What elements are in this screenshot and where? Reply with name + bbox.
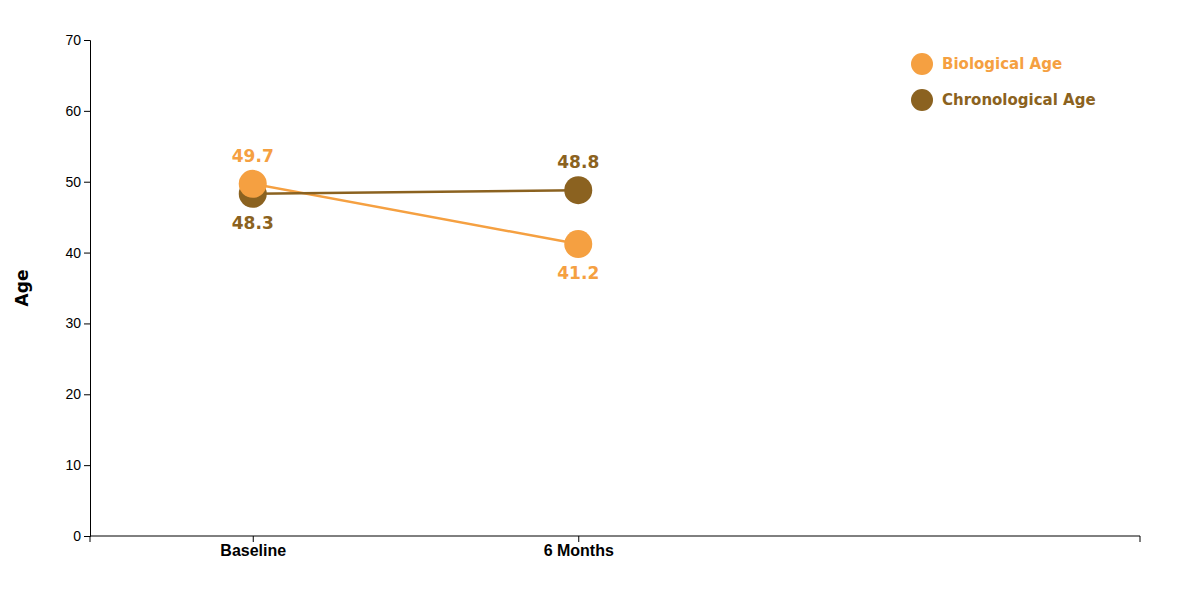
- y-tick-label: 60: [65, 103, 81, 119]
- y-tick-mark: [84, 40, 90, 41]
- y-tick-label: 30: [65, 315, 81, 331]
- x-tick: Baseline: [220, 536, 286, 559]
- legend-label: Chronological Age: [942, 91, 1096, 109]
- y-tick: 0: [73, 528, 90, 544]
- y-axis: 0 10 20 30 40 50 60 70: [65, 32, 90, 544]
- series-point: [239, 170, 267, 198]
- y-axis-title: Age: [12, 270, 32, 307]
- y-tick-label: 20: [65, 386, 81, 402]
- y-tick-mark: [84, 465, 90, 466]
- y-tick-mark: [84, 536, 90, 537]
- series-point: [564, 230, 592, 258]
- y-tick: 50: [65, 174, 90, 190]
- data-label: 48.3: [232, 213, 274, 233]
- y-tick-mark: [84, 253, 90, 254]
- plot: 010203040506070Baseline6 Months49.741.24…: [65, 32, 1140, 559]
- series-line: [253, 190, 579, 194]
- chart: 010203040506070Baseline6 Months49.741.24…: [0, 0, 1180, 606]
- y-tick: 60: [65, 103, 90, 119]
- y-tick: 40: [65, 245, 90, 261]
- x-tick-label: 6 Months: [544, 542, 614, 559]
- x-tick-mark: [253, 536, 254, 542]
- legend: Biological Age Chronological Age: [911, 53, 1096, 111]
- y-tick-mark: [84, 182, 90, 183]
- x-tick-label: Baseline: [220, 542, 286, 559]
- y-tick-label: 40: [65, 245, 81, 261]
- data-label: 48.8: [557, 152, 599, 172]
- y-tick-label: 10: [65, 457, 81, 473]
- series-point: [564, 176, 592, 204]
- y-tick-label: 0: [73, 528, 81, 544]
- marks: [239, 170, 593, 258]
- data-label: 49.7: [232, 146, 274, 166]
- y-axis-line: [84, 41, 91, 537]
- legend-item: Chronological Age: [911, 89, 1096, 111]
- y-tick: 70: [65, 32, 90, 48]
- y-tick-label: 70: [65, 32, 81, 48]
- y-tick-mark: [84, 111, 90, 112]
- series-line: [253, 184, 579, 244]
- y-tick-label: 50: [65, 174, 81, 190]
- data-labels: 49.7 41.2 48.3 48.8: [232, 146, 599, 283]
- legend-label: Biological Age: [942, 55, 1062, 73]
- x-tick: 6 Months: [544, 536, 614, 559]
- y-tick-mark: [84, 323, 90, 324]
- legend-item: Biological Age: [911, 53, 1062, 75]
- x-tick-mark: [578, 536, 579, 542]
- x-axis-line: [90, 536, 1140, 542]
- y-tick-mark: [84, 394, 90, 395]
- y-tick: 20: [65, 386, 90, 402]
- y-tick: 30: [65, 315, 90, 331]
- legend-swatch: [911, 89, 933, 111]
- legend-swatch: [911, 53, 933, 75]
- y-tick: 10: [65, 457, 90, 473]
- data-label: 41.2: [557, 263, 599, 283]
- x-axis: Baseline 6 Months: [90, 536, 1140, 559]
